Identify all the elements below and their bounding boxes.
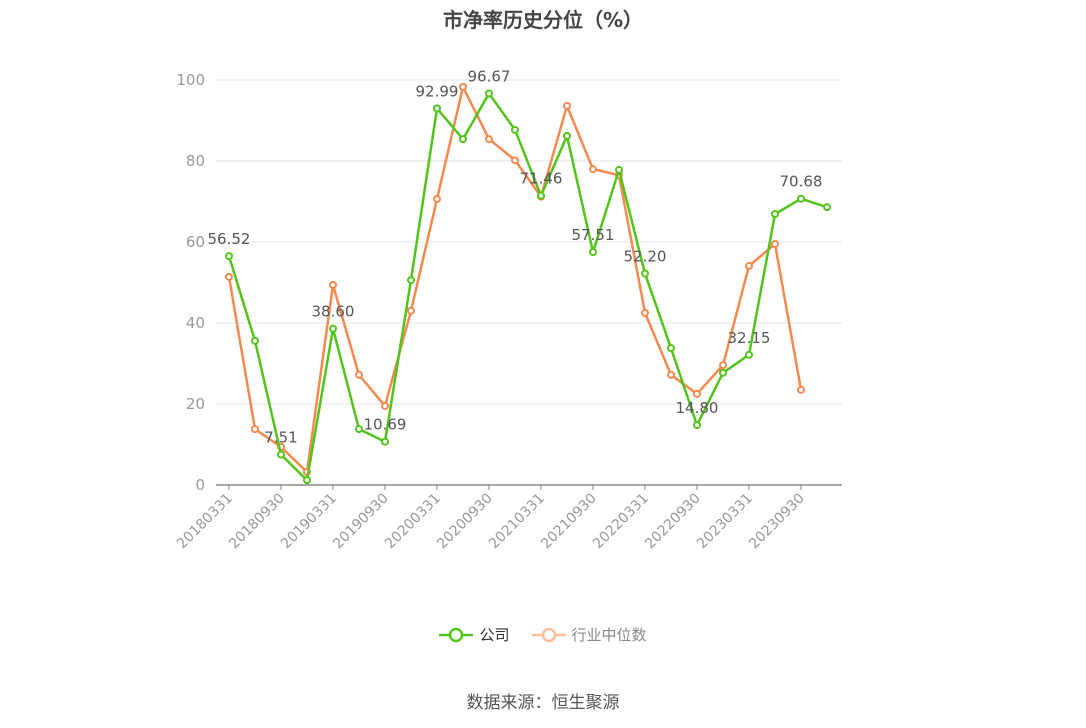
- x-tick-label: 20180930: [226, 491, 288, 553]
- legend: 公司 行业中位数: [0, 624, 1086, 645]
- legend-item-industry-median[interactable]: 行业中位数: [531, 624, 647, 645]
- y-tick-label: 40: [186, 314, 205, 332]
- data-point: [511, 125, 519, 134]
- data-label: 96.67: [468, 67, 511, 85]
- data-label: 70.68: [780, 173, 823, 191]
- data-point: [771, 210, 779, 219]
- data-point: [537, 191, 545, 200]
- chart-title: 市净率历史分位（%）: [442, 8, 644, 32]
- data-point: [329, 324, 337, 333]
- data-point: [485, 135, 493, 144]
- x-tick-label: 20210930: [538, 491, 600, 553]
- x-tick-label: 20190331: [278, 491, 340, 553]
- y-tick-label: 0: [195, 476, 205, 494]
- x-tick-label: 20220930: [642, 491, 704, 553]
- data-label: 10.69: [364, 416, 407, 434]
- data-point: [251, 336, 259, 345]
- data-point: [745, 350, 753, 359]
- data-label: 32.15: [728, 329, 771, 347]
- x-tick-label: 20220331: [590, 491, 652, 553]
- data-point: [433, 195, 441, 204]
- data-point: [589, 165, 597, 174]
- data-point: [225, 252, 233, 261]
- data-point: [693, 421, 701, 430]
- data-point: [407, 306, 415, 315]
- data-point: [745, 261, 753, 270]
- y-tick-label: 80: [186, 152, 205, 170]
- data-point: [277, 450, 285, 459]
- x-tick-label: 20210331: [486, 491, 548, 553]
- data-point: [433, 104, 441, 113]
- data-label: 56.52: [208, 230, 251, 248]
- data-point: [797, 194, 805, 203]
- data-point: [641, 269, 649, 278]
- data-point: [719, 368, 727, 377]
- data-point: [641, 308, 649, 317]
- data-point: [771, 240, 779, 249]
- data-label: 52.20: [624, 248, 667, 266]
- x-tick-label: 20200331: [382, 491, 444, 553]
- data-point: [329, 280, 337, 289]
- x-tick-label: 20200930: [434, 491, 496, 553]
- data-point: [511, 156, 519, 165]
- legend-item-company[interactable]: 公司: [439, 624, 510, 645]
- data-point: [693, 389, 701, 398]
- data-point: [719, 361, 727, 370]
- data-point: [407, 276, 415, 285]
- data-label: 71.46: [520, 170, 563, 188]
- data-point: [667, 344, 675, 353]
- data-point: [355, 370, 363, 379]
- data-source: 数据来源：恒生聚源: [466, 693, 620, 713]
- data-label: 14.80: [676, 399, 719, 417]
- x-tick-label: 20230331: [694, 491, 756, 553]
- x-tick-label: 20180331: [174, 491, 236, 553]
- legend-label: 公司: [479, 626, 510, 644]
- x-tick-label: 20190930: [330, 491, 392, 553]
- data-point: [381, 402, 389, 411]
- data-point: [485, 89, 493, 98]
- data-label: 92.99: [416, 82, 459, 100]
- legend-line-icon: [439, 627, 474, 642]
- data-point: [381, 437, 389, 446]
- y-tick-label: 100: [176, 71, 205, 89]
- data-point: [823, 203, 831, 212]
- data-point: [225, 272, 233, 281]
- data-point: [459, 135, 467, 144]
- y-tick-label: 60: [186, 233, 205, 251]
- data-point: [563, 101, 571, 110]
- legend-line-icon: [531, 627, 566, 642]
- data-point: [459, 82, 467, 91]
- data-label: 38.60: [312, 303, 355, 321]
- data-point: [667, 370, 675, 379]
- line-chart: 0 20 40 60 80 100 2018033120180930201903312019…: [174, 67, 842, 553]
- data-label: 57.51: [572, 226, 615, 244]
- data-point: [563, 131, 571, 140]
- data-point: [355, 425, 363, 434]
- data-point: [251, 425, 259, 434]
- legend-label: 行业中位数: [571, 626, 647, 644]
- data-point: [303, 476, 311, 485]
- data-point: [589, 248, 597, 257]
- y-tick-label: 20: [186, 395, 205, 413]
- series-line: [227, 91, 828, 483]
- x-tick-label: 20230930: [746, 491, 808, 553]
- data-point: [797, 385, 805, 394]
- data-point: [615, 165, 623, 174]
- data-label: 7.51: [264, 429, 297, 447]
